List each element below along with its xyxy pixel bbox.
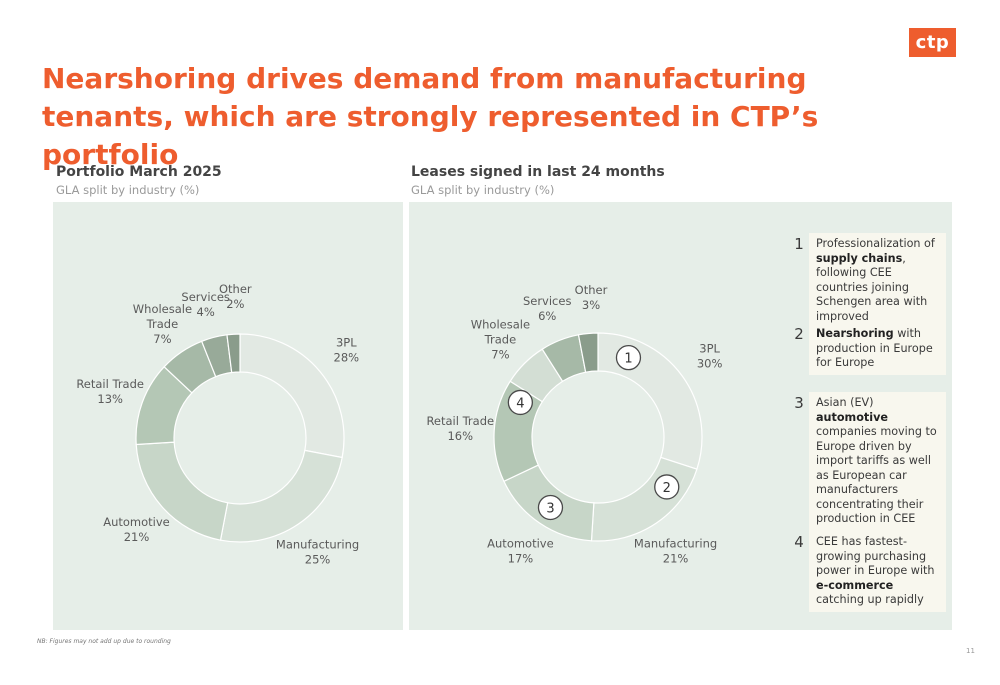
right-chart-subtitle: GLA split by industry (%)	[411, 183, 555, 197]
svg-text:1: 1	[624, 352, 632, 367]
slice-label-wholesale-trade: Wholesale Trade 7%	[133, 302, 192, 346]
right-chart-header: Leases signed in last 24 months GLA spli…	[411, 164, 665, 197]
slice-label-3pl: 3PL 28%	[334, 336, 360, 365]
slice-3pl	[597, 332, 703, 470]
chart-marker-3: 3	[537, 494, 564, 521]
slice-label-manufacturing: Manufacturing 25%	[276, 538, 359, 567]
left-chart-panel	[53, 202, 403, 630]
key-point-4: 4 CEE has fastest-growing purchasing powe…	[789, 531, 946, 612]
slice-manufacturing	[219, 449, 343, 543]
svg-text:2: 2	[663, 481, 671, 496]
chart-2-donut: 3PL 30% Manufacturing 21% Automotive 17% Retai…	[426, 283, 722, 566]
key-point-number: 3	[794, 394, 804, 412]
slice-label-other: Other 2%	[219, 282, 252, 311]
slice-other	[577, 332, 599, 373]
slice-label-retail-trade: Retail Trade 16%	[426, 414, 494, 443]
key-point-text: CEE has fastest-growing purchasing power…	[809, 531, 946, 612]
ctp-logo: ctp	[909, 28, 956, 57]
page-number: 11	[966, 647, 975, 655]
footnote: NB: Figures may not add up due to roundi…	[37, 638, 171, 645]
slice-label-3pl: 3PL 30%	[697, 341, 723, 370]
key-point-number: 4	[794, 533, 804, 551]
key-point-number: 1	[794, 235, 804, 253]
svg-text:3: 3	[546, 501, 554, 516]
svg-text:4: 4	[516, 396, 524, 411]
slice-manufacturing	[590, 456, 698, 542]
slice-label-automotive: Automotive 17%	[487, 537, 554, 566]
left-chart-header: Portfolio March 2025 GLA split by indust…	[56, 164, 222, 197]
slice-label-wholesale-trade: Wholesale Trade 7%	[471, 317, 530, 361]
key-point-2: 2 Nearshoring with production in Europe f…	[789, 323, 946, 375]
chart-1-donut: 3PL 28% Manufacturing 25% Automotive 21% Retai…	[76, 282, 359, 567]
chart-marker-2: 2	[654, 474, 680, 500]
slice-label-manufacturing: Manufacturing 21%	[634, 537, 717, 566]
slice-label-retail-trade: Retail Trade 13%	[76, 377, 144, 406]
slice-label-services: Services 4%	[181, 290, 230, 319]
key-point-3: 3 Asian (EV) automotive companies moving …	[789, 392, 946, 531]
slice-label-automotive: Automotive 21%	[103, 515, 170, 544]
chart-marker-4: 4	[507, 389, 533, 416]
left-chart-title: Portfolio March 2025	[56, 164, 222, 180]
key-point-text: Nearshoring with production in Europe fo…	[809, 323, 946, 375]
chart-marker-1: 1	[615, 344, 642, 371]
page-title: Nearshoring drives demand from manufactu…	[42, 62, 819, 171]
slice-other	[226, 333, 241, 374]
key-point-text: Asian (EV) automotive companies moving t…	[809, 392, 946, 531]
slice-label-other: Other 3%	[575, 283, 608, 312]
slice-label-services: Services 6%	[523, 294, 572, 323]
right-chart-title: Leases signed in last 24 months	[411, 164, 665, 180]
left-chart-subtitle: GLA split by industry (%)	[56, 183, 200, 197]
key-point-number: 2	[794, 325, 804, 343]
slice-3pl	[239, 333, 345, 459]
